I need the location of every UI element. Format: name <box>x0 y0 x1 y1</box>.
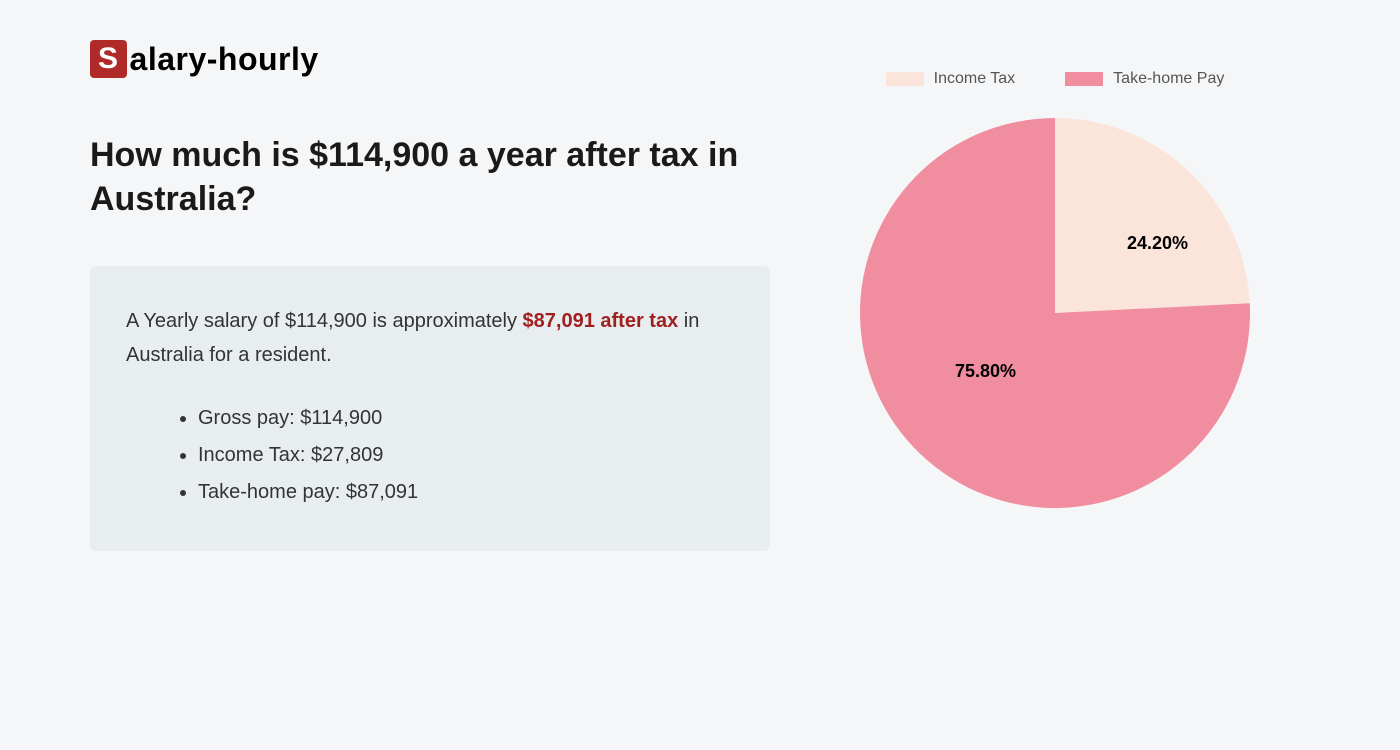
summary-text: A Yearly salary of $114,900 is approxima… <box>126 304 734 372</box>
list-item: Income Tax: $27,809 <box>198 437 734 474</box>
legend-label: Take-home Pay <box>1113 70 1224 88</box>
pie-slice-label: 24.20% <box>1127 233 1188 254</box>
bullet-list: Gross pay: $114,900 Income Tax: $27,809 … <box>126 400 734 511</box>
legend-item: Income Tax <box>886 70 1016 88</box>
logo-text: alary-hourly <box>130 41 319 78</box>
pie-chart: 24.20% 75.80% <box>855 113 1255 513</box>
summary-highlight: $87,091 after tax <box>523 310 679 332</box>
left-column: Salary-hourly How much is $114,900 a yea… <box>90 40 770 551</box>
page-title: How much is $114,900 a year after tax in… <box>90 133 770 221</box>
legend-label: Income Tax <box>934 70 1016 88</box>
list-item: Take-home pay: $87,091 <box>198 474 734 511</box>
legend-swatch <box>886 72 924 86</box>
legend-swatch <box>1065 72 1103 86</box>
chart-column: Income Tax Take-home Pay 24.20% 75.80% <box>830 40 1280 551</box>
chart-legend: Income Tax Take-home Pay <box>886 70 1225 88</box>
legend-item: Take-home Pay <box>1065 70 1224 88</box>
pie-svg <box>855 113 1255 513</box>
list-item: Gross pay: $114,900 <box>198 400 734 437</box>
summary-prefix: A Yearly salary of $114,900 is approxima… <box>126 310 523 332</box>
pie-slice-label: 75.80% <box>955 361 1016 382</box>
logo-badge: S <box>90 40 127 78</box>
logo: Salary-hourly <box>90 40 770 78</box>
summary-box: A Yearly salary of $114,900 is approxima… <box>90 266 770 551</box>
